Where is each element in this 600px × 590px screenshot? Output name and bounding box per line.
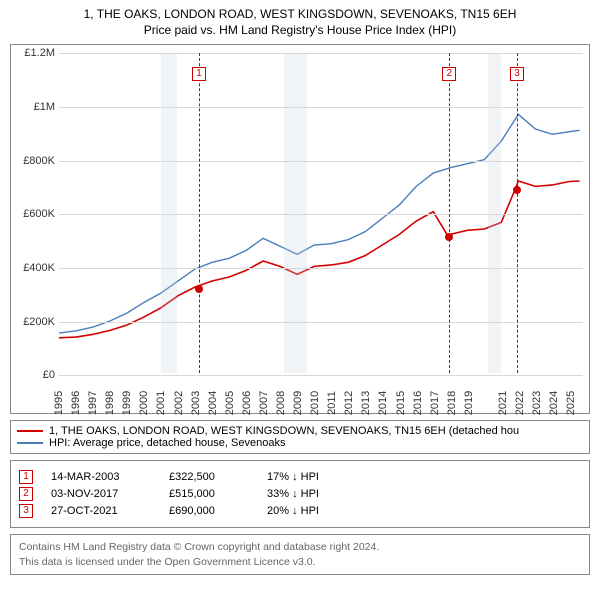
shade-band	[284, 53, 306, 373]
x-tick-label: 2006	[241, 388, 253, 418]
x-tick-label: 2024	[548, 388, 560, 418]
transaction-badge: 3	[19, 504, 33, 518]
x-tick-label: 2022	[514, 388, 526, 418]
x-tick-label: 2013	[360, 388, 372, 418]
footer-box: Contains HM Land Registry data © Crown c…	[10, 534, 590, 574]
x-tick-label: 1995	[53, 388, 65, 418]
y-tick-label: £1.2M	[24, 47, 55, 59]
x-tick-label: 2018	[446, 388, 458, 418]
gridline	[59, 375, 583, 376]
transaction-price: £690,000	[169, 505, 249, 517]
shade-band	[161, 53, 176, 373]
x-tick-label: 2025	[565, 388, 577, 418]
transaction-date: 03-NOV-2017	[51, 488, 151, 500]
legend-row: HPI: Average price, detached house, Seve…	[17, 437, 583, 449]
transaction-row: 2 03-NOV-2017 £515,000 33% ↓ HPI	[19, 487, 581, 501]
x-tick-label: 2012	[343, 388, 355, 418]
footer-line-2: This data is licensed under the Open Gov…	[19, 555, 581, 569]
y-tick-label: £400K	[23, 262, 55, 274]
x-tick-label: 1998	[104, 388, 116, 418]
transaction-row: 1 14-MAR-2003 £322,500 17% ↓ HPI	[19, 470, 581, 484]
transaction-row: 3 27-OCT-2021 £690,000 20% ↓ HPI	[19, 504, 581, 518]
transaction-pct: 17% ↓ HPI	[267, 471, 357, 483]
gridline	[59, 107, 583, 108]
y-tick-label: £1M	[34, 101, 55, 113]
title-line-2: Price paid vs. HM Land Registry's House …	[10, 22, 590, 38]
transaction-marker: 1	[192, 67, 206, 81]
transaction-date: 14-MAR-2003	[51, 471, 151, 483]
x-tick-label: 2016	[412, 388, 424, 418]
x-tick-label: 2015	[395, 388, 407, 418]
legend-label: HPI: Average price, detached house, Seve…	[49, 437, 285, 449]
x-tick-label: 2005	[224, 388, 236, 418]
plot-area: 1 2 3	[59, 53, 583, 373]
chart-svg	[59, 53, 583, 373]
legend-label: 1, THE OAKS, LONDON ROAD, WEST KINGSDOWN…	[49, 425, 519, 437]
x-tick-label: 2007	[258, 388, 270, 418]
gridline	[59, 161, 583, 162]
x-tick-label: 2004	[207, 388, 219, 418]
transaction-marker: 2	[442, 67, 456, 81]
series-hpi	[59, 115, 580, 334]
x-tick-label: 1996	[70, 388, 82, 418]
chart-frame: 123 £0£200K£400K£600K£800K£1M£1.2M199519…	[10, 44, 590, 414]
x-tick-label: 2023	[531, 388, 543, 418]
x-tick-label: 2011	[326, 388, 338, 418]
transactions-table: 1 14-MAR-2003 £322,500 17% ↓ HPI 2 03-NOV-201…	[10, 460, 590, 528]
title-block: 1, THE OAKS, LONDON ROAD, WEST KINGSDOWN…	[10, 6, 590, 38]
transaction-date: 27-OCT-2021	[51, 505, 151, 517]
gridline	[59, 53, 583, 54]
x-tick-label: 2010	[309, 388, 321, 418]
transaction-dot	[195, 285, 203, 293]
transaction-price: £515,000	[169, 488, 249, 500]
transaction-line	[449, 53, 450, 373]
transaction-dot	[513, 186, 521, 194]
x-tick-label: 2009	[292, 388, 304, 418]
x-tick-label: 1999	[121, 388, 133, 418]
x-tick-label: 2019	[463, 388, 475, 418]
figure-container: 1, THE OAKS, LONDON ROAD, WEST KINGSDOWN…	[0, 0, 600, 585]
x-tick-label: 2021	[497, 388, 509, 418]
legend-swatch	[17, 442, 43, 444]
transaction-pct: 20% ↓ HPI	[267, 505, 357, 517]
title-line-1: 1, THE OAKS, LONDON ROAD, WEST KINGSDOWN…	[10, 6, 590, 22]
x-tick-label: 2014	[377, 388, 389, 418]
shade-band	[488, 53, 502, 373]
transaction-pct: 33% ↓ HPI	[267, 488, 357, 500]
transaction-line	[517, 53, 518, 373]
x-tick-label: 2017	[429, 388, 441, 418]
legend-row: 1, THE OAKS, LONDON ROAD, WEST KINGSDOWN…	[17, 425, 583, 437]
y-tick-label: £600K	[23, 208, 55, 220]
gridline	[59, 268, 583, 269]
x-tick-label: 1997	[87, 388, 99, 418]
legend-box: 1, THE OAKS, LONDON ROAD, WEST KINGSDOWN…	[10, 420, 590, 454]
transaction-line	[199, 53, 200, 373]
transaction-price: £322,500	[169, 471, 249, 483]
y-tick-label: £800K	[23, 155, 55, 167]
x-tick-label: 2001	[155, 388, 167, 418]
x-tick-label: 2002	[173, 388, 185, 418]
transaction-badge: 1	[19, 470, 33, 484]
x-tick-label: 2008	[275, 388, 287, 418]
transaction-dot	[445, 233, 453, 241]
legend-swatch	[17, 430, 43, 432]
x-tick-label: 2000	[138, 388, 150, 418]
gridline	[59, 214, 583, 215]
y-tick-label: £200K	[23, 316, 55, 328]
x-tick-label: 2003	[190, 388, 202, 418]
gridline	[59, 322, 583, 323]
series-price_paid	[59, 181, 580, 338]
transaction-marker: 3	[510, 67, 524, 81]
y-tick-label: £0	[43, 369, 55, 381]
footer-line-1: Contains HM Land Registry data © Crown c…	[19, 540, 581, 554]
transaction-badge: 2	[19, 487, 33, 501]
